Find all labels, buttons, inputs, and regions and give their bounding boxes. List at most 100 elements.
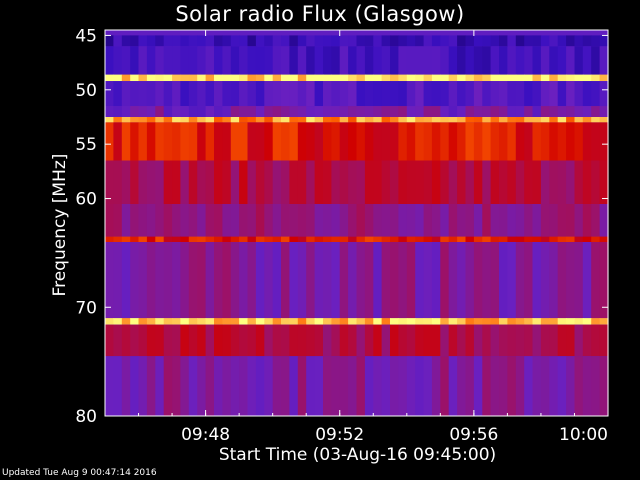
spectrogram-cell [532,356,542,416]
spectrogram-cell [230,122,240,161]
spectrogram-cell [163,204,173,237]
spectrogram-cell [406,242,416,319]
spectrogram-cell [188,236,198,242]
spectrogram-cell [574,242,584,319]
spectrogram-cell [121,324,131,357]
spectrogram-cell [448,117,458,123]
spectrogram-cell [155,106,165,117]
spectrogram-cell [482,122,492,161]
spectrogram-cell [499,356,508,416]
spectrogram-cell [423,81,433,107]
spectrogram-cell [373,117,383,123]
spectrogram-cell [557,35,567,47]
spectrogram-cell [574,117,584,123]
spectrogram-cell [306,324,316,357]
spectrogram-cell [297,324,307,357]
spectrogram-cell [398,324,408,357]
spectrogram-cell [172,356,182,416]
spectrogram-cell [163,81,173,107]
spectrogram-cell [582,242,592,319]
spectrogram-cell [582,117,592,123]
spectrogram-cell [373,74,383,82]
spectrogram-cell [390,74,399,82]
spectrogram-cell [331,236,341,242]
spectrogram-cell [532,122,542,161]
spectrogram-cell [406,106,416,117]
spectrogram-cell [281,35,290,47]
spectrogram-cell [373,324,383,357]
spectrogram-cell [566,204,576,237]
spectrogram-cell [155,74,165,82]
spectrogram-cell [197,324,207,357]
spectrogram-cell [205,324,215,357]
spectrogram-cell [465,81,475,107]
spectrogram-cell [457,356,467,416]
spectrogram-cell [482,204,492,237]
spectrogram-cell [373,160,383,204]
spectrogram-cell [314,106,324,117]
spectrogram-cell [323,122,332,161]
spectrogram-cell [331,46,341,75]
spectrogram-cell [172,35,182,47]
spectrogram-cell [473,122,483,161]
spectrogram-cell [440,46,450,75]
spectrogram-cell [297,35,307,47]
spectrogram-cell [205,106,215,117]
spectrogram-cell [163,324,173,357]
spectrogram-cell [239,324,249,357]
spectrogram-cell [339,122,349,161]
spectrogram-cell [381,106,391,117]
spectrogram-cell [323,81,332,107]
spectrogram-cell [499,160,508,204]
spectrogram-cell [381,122,391,161]
spectrogram-cell [222,204,232,237]
spectrogram-cell [339,35,349,47]
spectrogram-cell [272,81,282,107]
spectrogram-cell [289,242,299,319]
spectrogram-cell [440,106,450,117]
spectrogram-cell [599,324,609,357]
spectrogram-cell [490,117,500,123]
spectrogram-cell [566,324,576,357]
spectrogram-cell [457,318,467,325]
spectrogram-cell [297,46,307,75]
spectrogram-cell [440,74,450,82]
spectrogram-cell [247,81,257,107]
spectrogram-cell [557,122,567,161]
spectrogram-cell [214,81,223,107]
spectrogram-cell [281,106,290,117]
spectrogram-cell [574,46,584,75]
spectrogram-cell [390,204,399,237]
spectrogram-cell [465,242,475,319]
spectrogram-cell [239,356,249,416]
spectrogram-cell [473,242,483,319]
spectrogram-cell [457,106,467,117]
spectrogram-cell [323,318,332,325]
spectrogram-cell [431,236,441,242]
spectrogram-cell [105,318,114,325]
spectrogram-cell [331,242,341,319]
spectrogram-cell [314,204,324,237]
spectrogram-cell [499,204,508,237]
spectrogram-cell [230,356,240,416]
spectrogram-cell [599,81,609,107]
spectrogram-cell [113,106,123,117]
spectrogram-cell [482,242,492,319]
spectrogram-cell [146,204,156,237]
spectrogram-cell [549,318,559,325]
spectrogram-cell [155,318,165,325]
spectrogram-cell [247,74,257,82]
spectrogram-cell [448,106,458,117]
spectrogram-cell [348,204,358,237]
spectrogram-cell [289,204,299,237]
spectrogram-cell [540,117,550,123]
spectrogram-cell [482,117,492,123]
spectrogram-cell [331,122,341,161]
spectrogram-cell [306,46,316,75]
spectrogram-cell [306,160,316,204]
spectrogram-cell [255,236,265,242]
spectrogram-cell [507,106,517,117]
spectrogram-cell [599,160,609,204]
chart-title: Solar radio Flux (Glasgow) [175,2,465,26]
spectrogram-cell [314,74,324,82]
